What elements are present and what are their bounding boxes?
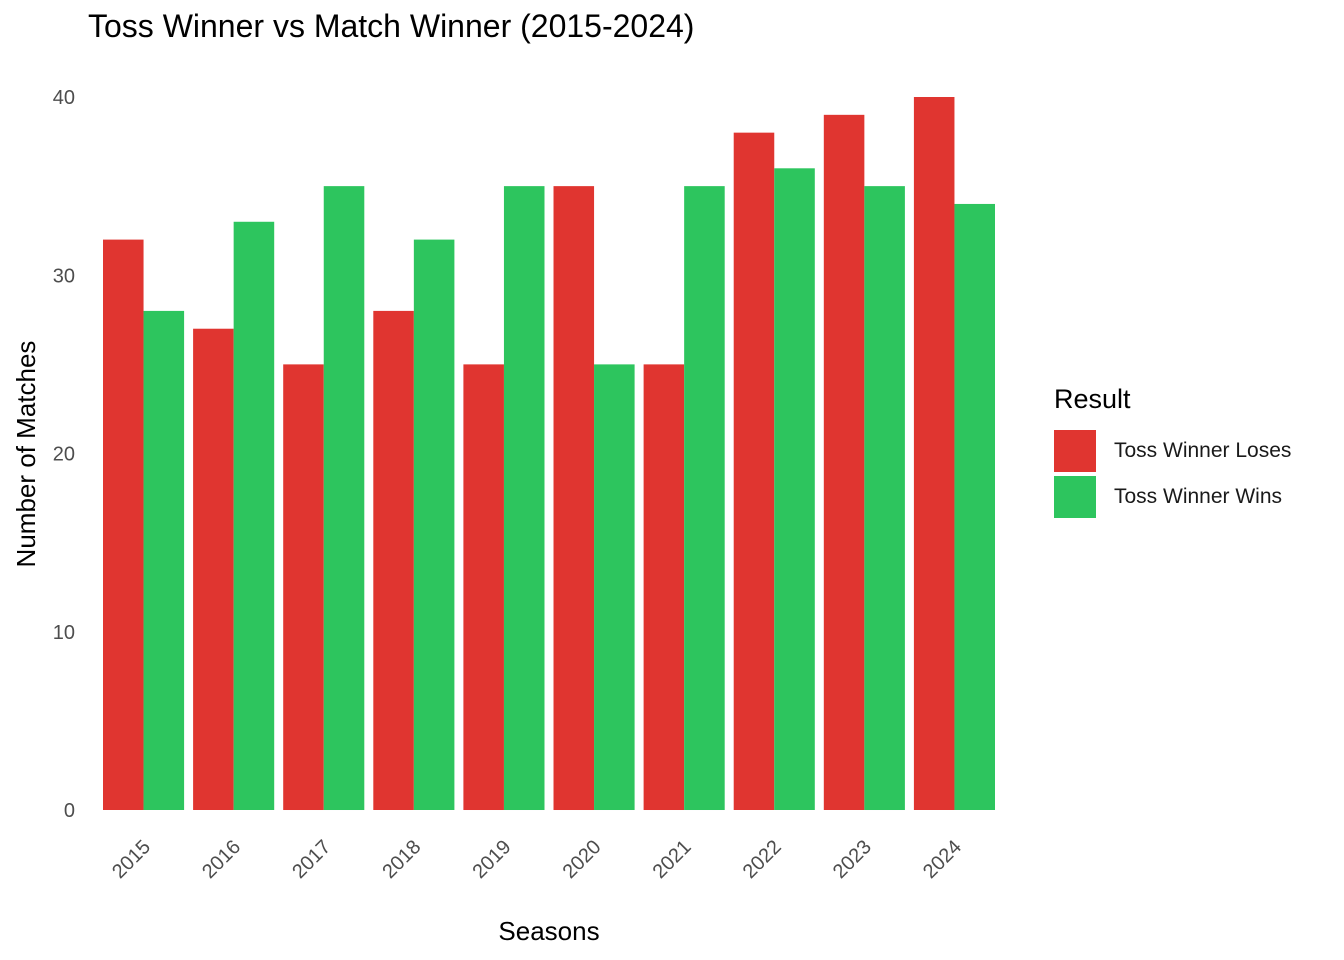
bar-2018-loses bbox=[373, 310, 414, 810]
bar-2017-wins bbox=[323, 186, 365, 811]
x-tick-label: 2019 bbox=[468, 836, 515, 883]
bar-2023-loses bbox=[823, 114, 865, 810]
bar-2021-wins bbox=[684, 186, 725, 811]
y-axis-title: Number of Matches bbox=[11, 341, 41, 568]
x-tick-label: 2024 bbox=[919, 836, 966, 883]
bar-2016-loses bbox=[193, 328, 234, 810]
legend-title: Result bbox=[1054, 384, 1131, 414]
bar-2022-loses bbox=[733, 132, 775, 810]
bars-layer bbox=[103, 97, 995, 811]
bar-2020-loses bbox=[553, 186, 595, 811]
bar-2021-loses bbox=[643, 364, 685, 811]
bar-2019-loses bbox=[463, 364, 504, 811]
x-tick-label: 2021 bbox=[649, 836, 696, 883]
legend-item-wins: Toss Winner Wins bbox=[1054, 474, 1291, 520]
legend: Result Toss Winner Loses Toss Winner Win… bbox=[1054, 384, 1291, 520]
bar-2018-wins bbox=[413, 239, 455, 811]
legend-swatch-wins bbox=[1054, 476, 1096, 518]
y-tick-label: 0 bbox=[64, 800, 75, 822]
y-axis-ticks: 0 10 20 30 40 bbox=[53, 87, 75, 822]
x-tick-label: 2016 bbox=[198, 836, 245, 883]
bar-2020-wins bbox=[594, 364, 635, 811]
legend-label-loses: Toss Winner Loses bbox=[1114, 439, 1292, 462]
chart-title: Toss Winner vs Match Winner (2015-2024) bbox=[88, 8, 695, 44]
y-tick-label: 10 bbox=[53, 622, 75, 644]
bar-2017-loses bbox=[283, 364, 324, 811]
bar-2015-wins bbox=[143, 310, 185, 810]
x-tick-label: 2017 bbox=[288, 836, 335, 883]
legend-item-loses: Toss Winner Loses bbox=[1054, 428, 1291, 474]
x-axis-ticks: 2015 2016 2017 2018 2019 2020 2021 2022 2023 2024 bbox=[108, 836, 966, 883]
y-tick-label: 40 bbox=[53, 87, 75, 109]
bar-2016-wins bbox=[233, 221, 275, 810]
x-tick-label: 2022 bbox=[739, 836, 786, 883]
legend-label-wins: Toss Winner Wins bbox=[1114, 485, 1283, 508]
bar-2022-wins bbox=[774, 168, 815, 811]
bar-2024-loses bbox=[913, 97, 955, 810]
y-tick-label: 30 bbox=[53, 265, 75, 287]
bar-2019-wins bbox=[503, 186, 545, 811]
x-tick-label: 2018 bbox=[378, 836, 425, 883]
bar-2023-wins bbox=[864, 186, 905, 811]
bar-2015-loses bbox=[103, 239, 144, 811]
x-tick-label: 2015 bbox=[108, 836, 155, 883]
x-tick-label: 2023 bbox=[829, 836, 876, 883]
x-axis-title: Seasons bbox=[498, 916, 599, 946]
x-tick-label: 2020 bbox=[559, 836, 606, 883]
bar-2024-wins bbox=[954, 203, 995, 810]
y-tick-label: 20 bbox=[53, 444, 75, 466]
legend-swatch-loses bbox=[1054, 430, 1096, 472]
